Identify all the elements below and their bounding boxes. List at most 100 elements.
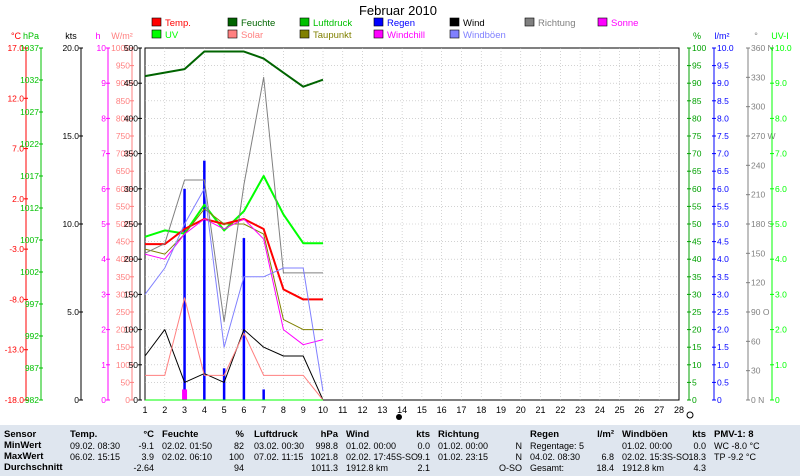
left-axis-label: 1007 [20, 235, 39, 245]
legend-swatch [373, 17, 384, 27]
right-axis-label: 60 [692, 184, 702, 194]
windboeen-max: 18.3 [688, 452, 706, 462]
legend-swatch [227, 29, 238, 39]
left-axis-label: 550 [116, 201, 130, 211]
left-axis-label: 900 [116, 78, 130, 88]
left-axis-label: 700 [116, 149, 130, 159]
luftdruck-min: 998.8 [315, 441, 338, 451]
x-tick-label: 14 [397, 405, 407, 415]
right-axis-label: 80 [692, 113, 702, 123]
x-tick-label: 11 [338, 405, 347, 415]
left-axis-label: 650 [116, 166, 130, 176]
right-axis-label: 65 [692, 166, 702, 176]
right-axis-unit: % [693, 31, 701, 41]
left-axis-label: 850 [116, 96, 130, 106]
x-tick-label: 6 [241, 405, 246, 415]
right-axis-label: 0 [775, 395, 780, 405]
row-label-avg: Durchschnitt [4, 462, 63, 473]
left-axis-label: 1012 [20, 203, 39, 213]
right-axis-label: 85 [692, 96, 702, 106]
wind-avg: 2.1 [417, 463, 430, 473]
right-axis-label: 4.5 [717, 237, 729, 247]
right-axis-label: 95 [692, 61, 702, 71]
series-wind-line [144, 329, 324, 401]
left-axis-label: 100 [124, 325, 138, 335]
right-axis-label: 240 [751, 160, 765, 170]
right-axis-label: 5.5 [717, 201, 729, 211]
left-axis-label: 10 [97, 43, 107, 53]
richtung-max-time: 01.02. 23:15 [438, 452, 489, 462]
left-axis-label: 150 [116, 342, 130, 352]
x-tick-label: 25 [615, 405, 625, 415]
bar-regen-7 [262, 389, 265, 400]
windboeen-header: Windböen [622, 429, 668, 440]
right-axis-label: 6.0 [775, 184, 787, 194]
left-axis-label: 600 [116, 184, 130, 194]
legend-label: Wind [463, 18, 485, 29]
left-axis-label: 5.0 [67, 307, 79, 317]
chart-title: Februar 2010 [359, 3, 437, 18]
left-axis-label: 400 [116, 254, 130, 264]
wind-total: 1912.8 km [346, 463, 389, 473]
luftdruck-max: 1021.8 [310, 452, 338, 462]
right-axis-label: 90 O [751, 307, 770, 317]
right-axis-label: 0 [717, 395, 722, 405]
left-axis-label: 250 [124, 219, 138, 229]
legend-label: Solar [241, 30, 263, 41]
right-axis-label: 1.0 [717, 360, 729, 370]
legend-label: Sonne [611, 18, 638, 29]
legend-swatch [151, 17, 162, 27]
temp-header: Temp. [70, 429, 98, 440]
left-axis-label: 500 [124, 43, 138, 53]
x-tick-label: 8 [281, 405, 286, 415]
wind-max: 9.1 [417, 452, 430, 462]
temp-unit: °C [143, 429, 154, 440]
summary-table: Sensor MinWert MaxWert Durchschnitt Temp… [0, 425, 800, 476]
moon-phase-icon [396, 414, 402, 420]
right-axis-label: 40 [692, 254, 702, 264]
bar-regen-3 [183, 188, 186, 400]
pmv-header: PMV-1: 8 [714, 429, 754, 440]
right-axis-label: 4.0 [775, 254, 787, 264]
right-axis-label: 2.5 [717, 307, 729, 317]
right-axis-label: 55 [692, 201, 702, 211]
legend-label: Richtung [538, 18, 576, 29]
left-axis-label: 3 [101, 289, 106, 299]
wind-max-time: 02.02. 17:45S-SO [346, 452, 419, 462]
x-tick-label: 18 [476, 405, 486, 415]
left-axis-unit: °C [11, 31, 22, 41]
left-axis-label: 12.0 [7, 93, 24, 103]
right-axis-label: 25 [692, 307, 702, 317]
windboeen-unit: kts [692, 429, 706, 440]
right-axis-label: 75 [692, 131, 702, 141]
right-axis-label: 0.5 [717, 377, 729, 387]
wind-min: 0.0 [417, 441, 430, 451]
legend-label: Windchill [387, 30, 425, 41]
right-axis-label: 3.0 [775, 289, 787, 299]
x-tick-label: 20 [516, 405, 526, 415]
windboeen-min-time: 01.02. 00:00 [622, 441, 673, 451]
right-axis-label: 60 [751, 336, 761, 346]
x-tick-label: 10 [318, 405, 328, 415]
legend-label: Taupunkt [313, 30, 352, 41]
regen-days: Regentage: 5 [530, 441, 585, 451]
left-axis-label: 15.0 [62, 131, 79, 141]
left-axis-label: 1002 [20, 267, 39, 277]
settings-icon[interactable] [686, 411, 694, 419]
x-tick-label: 23 [575, 405, 585, 415]
regen-total-label: Gesamt: [530, 463, 565, 473]
right-axis-label: 9.0 [775, 78, 787, 88]
legend-swatch [449, 29, 460, 39]
chart-legend: Temp. Feuchte Luftdruck Regen Wind Richtung So… [151, 17, 638, 41]
x-tick-label: 17 [456, 405, 466, 415]
right-axis-label: 90 [692, 78, 702, 88]
left-axis-label: 450 [116, 237, 130, 247]
x-tick-label: 9 [301, 405, 306, 415]
summary-windboeen: Windböen kts 01.02. 00:00 0.0 02.02. 15:… [622, 425, 708, 476]
left-axis-label: 400 [124, 113, 138, 123]
left-axis-label: 987 [25, 363, 39, 373]
legend-label: Regen [387, 18, 415, 29]
wind-unit: kts [416, 429, 430, 440]
left-axis-label: 1000 [111, 43, 130, 53]
x-tick-label: 15 [417, 405, 427, 415]
